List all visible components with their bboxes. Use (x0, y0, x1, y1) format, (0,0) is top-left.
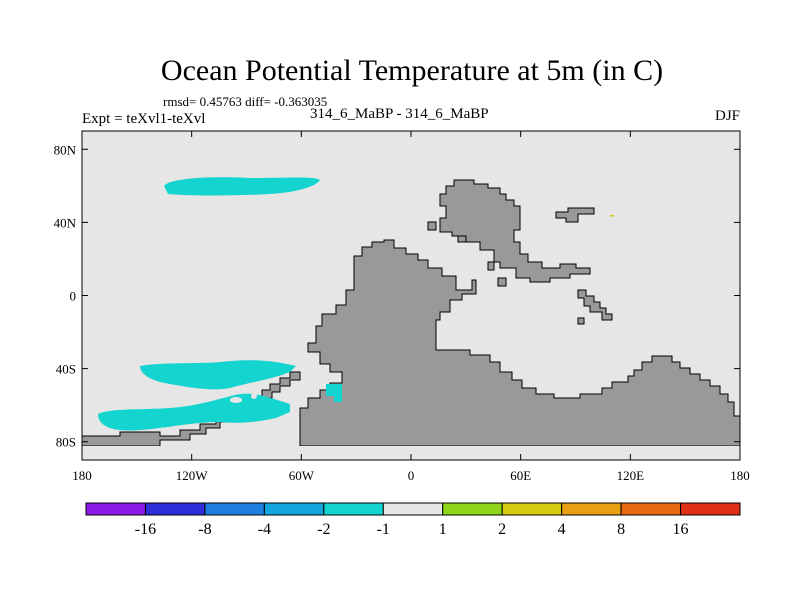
colorbar-label: 16 (673, 521, 689, 538)
run-subtitle: 314_6_MaBP - 314_6_MaBP (310, 106, 489, 122)
y-tick-label: 0 (70, 289, 77, 304)
colorbar-bin (204, 502, 265, 516)
stats-text: rmsd= 0.45763 diff= -0.363035 (163, 94, 328, 109)
colorbar (85, 502, 741, 516)
x-tick-label: 60E (510, 468, 531, 483)
land-main (299, 239, 741, 447)
y-tick-label: 40S (56, 362, 76, 377)
season-label: DJF (714, 108, 740, 124)
x-tick-label: 60W (289, 468, 315, 483)
x-axis: 180 120W 60W 0 60E 120E 180 (72, 131, 750, 483)
land-small-islands (427, 221, 507, 287)
colorbar-bin (144, 502, 206, 516)
land-south-strip (81, 371, 301, 447)
chart-title: Ocean Potential Temperature at 5m (in C) (160, 54, 664, 87)
anomaly-layer (98, 177, 342, 431)
colorbar-bin (263, 502, 325, 516)
colorbar-bin (620, 502, 682, 516)
colorbar-bin (561, 502, 622, 516)
anomaly-holes (230, 393, 257, 403)
colorbar-label: 2 (498, 521, 506, 538)
y-tick-label: 40N (54, 215, 77, 230)
colorbar-label: -16 (135, 521, 156, 538)
colorbar-labels: -16 -8 -4 -2 -1 1 2 4 8 16 (135, 521, 689, 538)
land-east-island (555, 207, 595, 223)
anomaly-hole (230, 397, 242, 403)
positive-speck (610, 215, 614, 217)
experiment-label: Expt = teXvl1-teXvl (82, 111, 206, 127)
colorbar-label: 1 (439, 521, 447, 538)
y-axis: 80N 40N 0 40S 80S (54, 142, 740, 450)
y-tick-label: 80S (56, 435, 76, 450)
colorbar-label: 8 (617, 521, 625, 538)
anomaly-hole (251, 393, 257, 399)
colorbar-bin (323, 502, 384, 516)
land-southeast-islands (577, 289, 613, 325)
colorbar-label: -8 (198, 521, 211, 538)
x-tick-label: 120E (617, 468, 645, 483)
anomaly-north-pacific (164, 177, 320, 196)
colorbar-label: -4 (258, 521, 271, 538)
x-tick-label: 0 (408, 468, 415, 483)
colorbar-label: 4 (558, 521, 566, 538)
land-bottom-strip (82, 446, 740, 460)
land-northern (439, 179, 591, 283)
colorbar-bin (501, 502, 563, 516)
anomaly-south-pacific-lower (98, 393, 290, 431)
x-tick-label: 180 (730, 468, 750, 483)
land-layer (81, 179, 741, 460)
colorbar-bin (442, 502, 503, 516)
anomaly-south-pacific-upper (140, 360, 296, 390)
anomaly-coastal-patch (326, 384, 342, 402)
colorbar-bin (85, 502, 146, 516)
x-tick-label: 120W (176, 468, 209, 483)
colorbar-label: -1 (377, 521, 390, 538)
y-tick-label: 80N (54, 142, 77, 157)
colorbar-label: -2 (317, 521, 330, 538)
x-tick-label: 180 (72, 468, 92, 483)
colorbar-bin (382, 502, 444, 516)
colorbar-bin (680, 502, 741, 516)
